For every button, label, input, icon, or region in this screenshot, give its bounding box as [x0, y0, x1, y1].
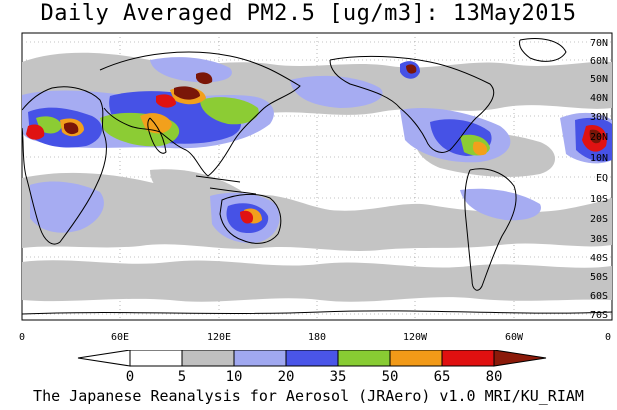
colorbar-bin — [389, 350, 443, 367]
colorbar-label: 50 — [382, 369, 399, 385]
colorbar-bin — [181, 350, 235, 367]
lon-label: 120E — [207, 332, 231, 343]
map-panel: 70N 60N 50N 40N 30N 20N 10N EQ 10S 20S 3… — [0, 28, 617, 350]
lon-label: 60E — [111, 332, 129, 343]
pm25-level-80-plus — [64, 64, 602, 144]
lat-label: 50N — [590, 74, 608, 85]
coastlines — [21, 38, 613, 315]
colorbar-label: 65 — [434, 369, 451, 385]
lat-label: 10S — [590, 194, 608, 205]
lat-label: 60S — [590, 291, 608, 302]
lat-label: 60N — [590, 56, 608, 67]
map-title: Daily Averaged PM2.5 [ug/m3]: 13May2015 — [40, 1, 577, 26]
lat-label: 50S — [590, 272, 608, 283]
colorbar-label: 10 — [226, 369, 243, 385]
colorbar-bin — [129, 350, 183, 367]
lon-tick-labels: 0 60E 120E 180 120W 60W 0 — [19, 332, 611, 343]
lat-label: 70N — [590, 38, 608, 49]
lat-label: 20N — [590, 132, 608, 143]
lat-label: EQ — [596, 173, 608, 184]
colorbar-bin — [441, 350, 495, 367]
lat-label: 40N — [590, 93, 608, 104]
footer-caption: The Japanese Reanalysis for Aerosol (JRA… — [33, 387, 584, 405]
colorbar-bin — [337, 350, 391, 367]
lon-label: 60W — [505, 332, 524, 343]
lat-label: 30S — [590, 234, 608, 245]
lon-label: 0 — [19, 332, 25, 343]
colorbar-label: 35 — [330, 369, 347, 385]
colorbar-label: 5 — [178, 369, 186, 385]
lat-tick-labels: 70N 60N 50N 40N 30N 20N 10N EQ 10S 20S 3… — [590, 38, 608, 321]
colorbar-lower-arrow — [77, 350, 131, 367]
lon-label: 180 — [308, 332, 326, 343]
lat-label: 30N — [590, 112, 608, 123]
colorbar-bin — [285, 350, 339, 367]
lon-label: 120W — [403, 332, 428, 343]
colorbar-label: 20 — [278, 369, 295, 385]
colorbar-label: 80 — [486, 369, 503, 385]
colorbar-bin — [233, 350, 287, 367]
lat-label: 10N — [590, 153, 608, 164]
lat-label: 40S — [590, 253, 608, 264]
lat-label: 20S — [590, 214, 608, 225]
lat-label: 70S — [590, 310, 608, 321]
colorbar: 0 5 10 20 35 50 65 80 — [77, 350, 547, 385]
colorbar-upper-arrow — [493, 350, 547, 367]
colorbar-label: 0 — [126, 369, 134, 385]
lon-label: 0 — [605, 332, 611, 343]
